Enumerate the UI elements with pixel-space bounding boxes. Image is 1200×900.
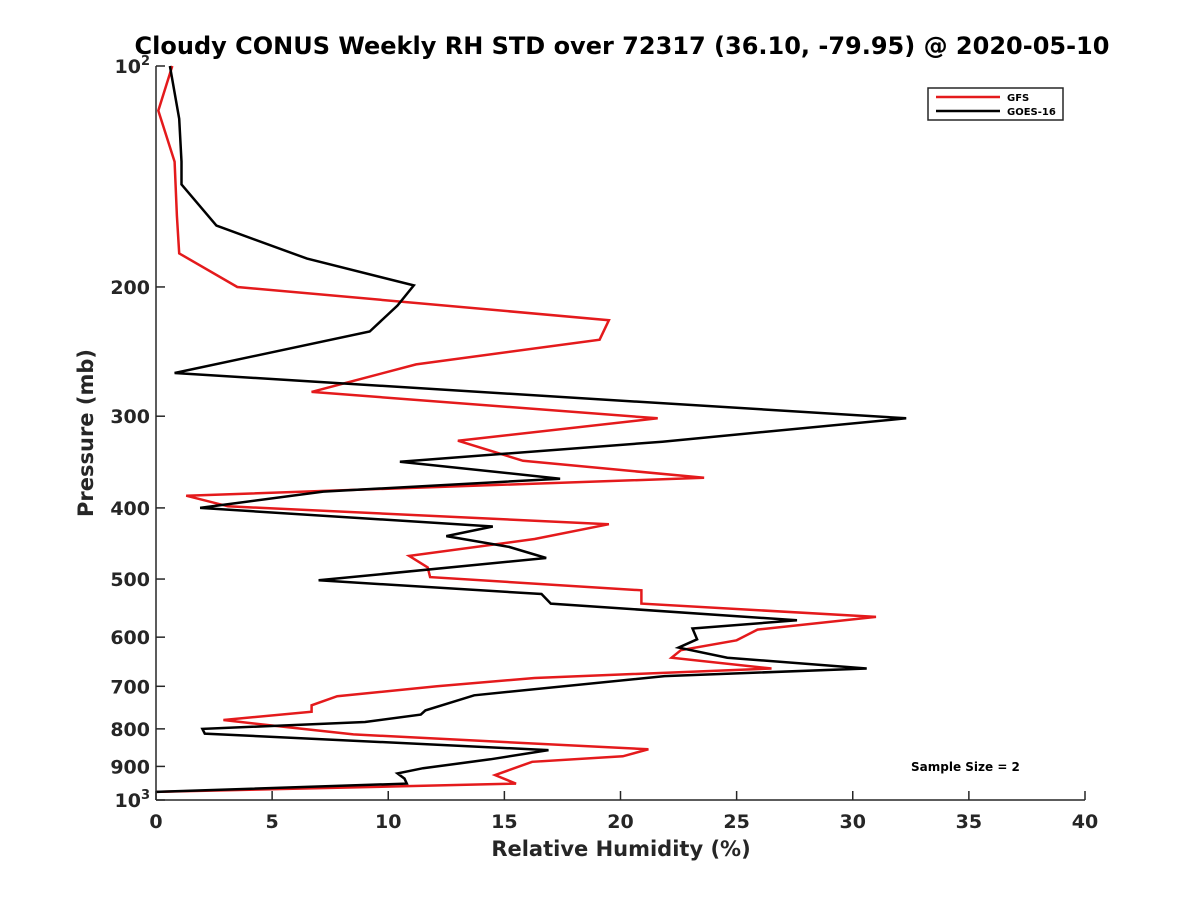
x-tick-label: 15 [491,811,517,833]
x-tick-label: 10 [375,811,401,833]
x-tick-label: 35 [956,811,982,833]
x-tick-label: 30 [840,811,866,833]
x-tick-label: 40 [1072,811,1098,833]
series-line-goes-16 [155,65,907,794]
legend-label-gfs: GFS [1007,93,1029,104]
y-tick-label: 103 [115,788,151,812]
sample-size-annotation: Sample Size = 2 [911,760,1020,774]
y-ticks: 102 200 300 400 500 600 700 800 900 103 [110,54,165,812]
y-axis-label: Pressure (mb) [74,349,98,517]
x-ticks: 0 5 10 15 20 25 30 35 40 [149,791,1098,833]
y-tick-label: 400 [110,498,150,520]
series-line-gfs [155,65,877,794]
x-tick-label: 0 [149,811,162,833]
legend-box [927,87,1064,121]
y-tick-label: 300 [110,406,150,428]
y-tick-label: 900 [110,756,150,778]
x-tick-label: 20 [607,811,633,833]
y-tick-label: 800 [110,719,150,741]
y-tick-label: 600 [110,627,150,649]
x-axis-label: Relative Humidity (%) [491,837,750,861]
y-tick-label: 700 [110,676,150,698]
legend-label-goes: GOES-16 [1007,107,1056,118]
x-tick-label: 5 [266,811,279,833]
y-tick-label: 102 [115,54,151,78]
axes-box [157,66,1086,800]
series-layer [155,65,907,794]
y-tick-label: 200 [110,277,150,299]
y-tick-label: 500 [110,569,150,591]
x-tick-label: 25 [723,811,749,833]
chart-title: Cloudy CONUS Weekly RH STD over 72317 (3… [135,32,1110,60]
legend: GFS GOES-16 [927,87,1064,121]
